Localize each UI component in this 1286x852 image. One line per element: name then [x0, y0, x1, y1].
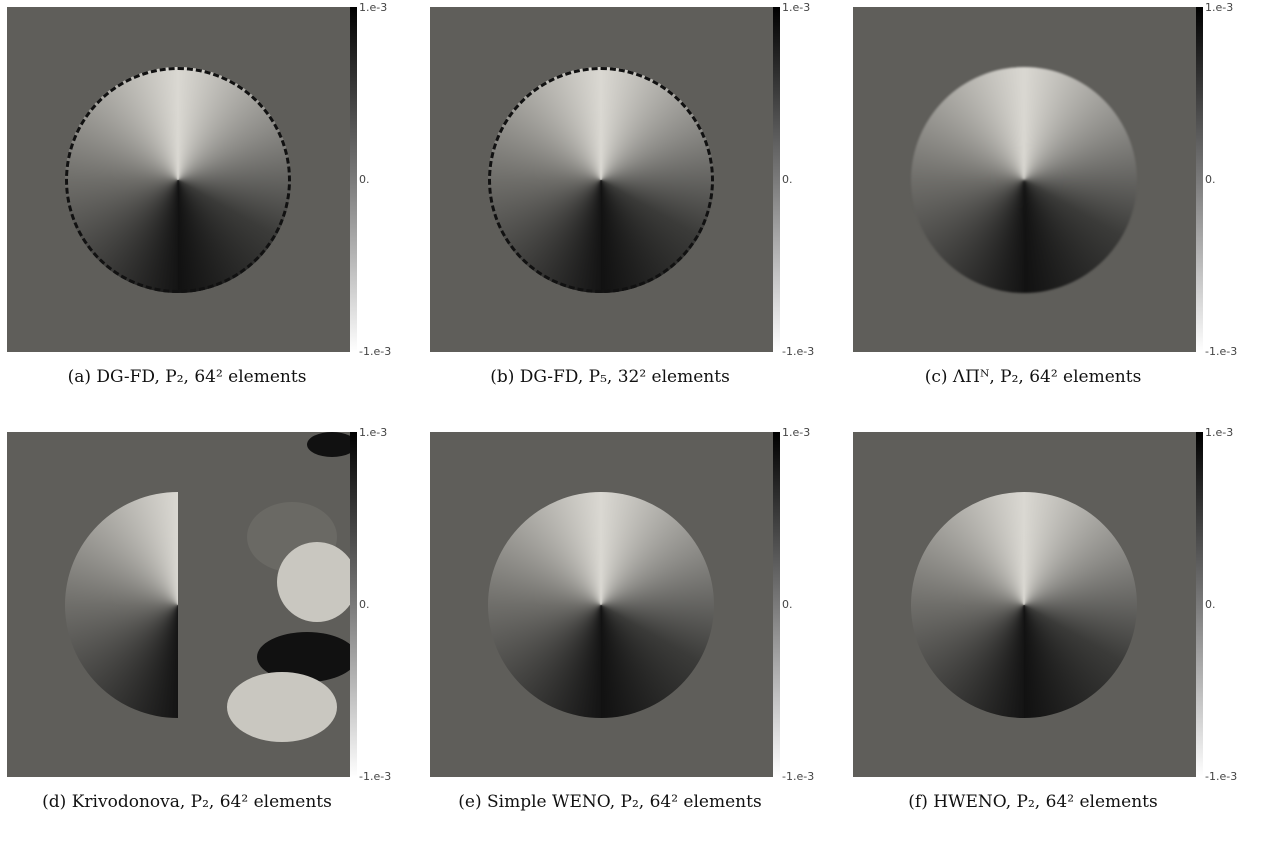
colorbar-label: 0. [782, 598, 793, 611]
colorbar-label: -1.e-3 [359, 345, 392, 358]
field-image [853, 432, 1196, 777]
caption: (f) HWENO, P₂, 64² elements [908, 792, 1158, 812]
colorbar-label: 1.e-3 [359, 1, 388, 14]
panel: 1.e-3 0. -1.e-3 (f) HWENO, P₂, 64² eleme… [853, 426, 1273, 852]
cone [911, 492, 1137, 718]
artifact [277, 542, 350, 622]
artifact [227, 672, 337, 742]
cone [488, 67, 714, 293]
colorbar-label: 0. [1205, 173, 1216, 186]
colorbar-label: 1.e-3 [1205, 426, 1234, 439]
caption: (a) DG-FD, P₂, 64² elements [67, 367, 307, 387]
caption: (d) Krivodonova, P₂, 64² elements [42, 792, 332, 812]
colorbar-label: -1.e-3 [782, 345, 815, 358]
colorbar-label: 0. [359, 173, 370, 186]
colorbar [350, 432, 357, 777]
field-image [7, 7, 350, 352]
colorbar-label: 1.e-3 [782, 1, 811, 14]
colorbar-label: -1.e-3 [782, 770, 815, 783]
panel: 1.e-3 0. -1.e-3 (d) Krivodonova, P₂, 64²… [7, 426, 427, 852]
field-image [853, 7, 1196, 352]
panel: 1.e-3 0. -1.e-3 (a) DG-FD, P₂, 64² eleme… [7, 1, 427, 427]
colorbar-label: 0. [782, 173, 793, 186]
colorbar-label: -1.e-3 [359, 770, 392, 783]
cone [488, 492, 714, 718]
colorbar [1196, 7, 1203, 352]
panel: 1.e-3 0. -1.e-3 (e) Simple WENO, P₂, 64²… [430, 426, 850, 852]
colorbar-label: 1.e-3 [782, 426, 811, 439]
panel: 1.e-3 0. -1.e-3 (c) ΛΠᴺ, P₂, 64² element… [853, 1, 1273, 427]
colorbar [773, 432, 780, 777]
colorbar-label: 0. [359, 598, 370, 611]
colorbar-label: 1.e-3 [1205, 1, 1234, 14]
colorbar-label: -1.e-3 [1205, 345, 1238, 358]
colorbar [1196, 432, 1203, 777]
field-image [7, 432, 350, 777]
figure: 1.e-3 0. -1.e-3 (a) DG-FD, P₂, 64² eleme… [7, 1, 1273, 812]
colorbar-label: -1.e-3 [1205, 770, 1238, 783]
panel: 1.e-3 0. -1.e-3 (b) DG-FD, P₅, 32² eleme… [430, 1, 850, 427]
caption: (e) Simple WENO, P₂, 64² elements [458, 792, 762, 812]
field-image [430, 432, 773, 777]
caption: (b) DG-FD, P₅, 32² elements [490, 367, 730, 387]
field-image [430, 7, 773, 352]
cone [65, 67, 291, 293]
colorbar [350, 7, 357, 352]
cone [911, 67, 1137, 293]
caption: (c) ΛΠᴺ, P₂, 64² elements [924, 367, 1142, 387]
colorbar-label: 1.e-3 [359, 426, 388, 439]
colorbar [773, 7, 780, 352]
artifact [307, 432, 350, 457]
colorbar-label: 0. [1205, 598, 1216, 611]
